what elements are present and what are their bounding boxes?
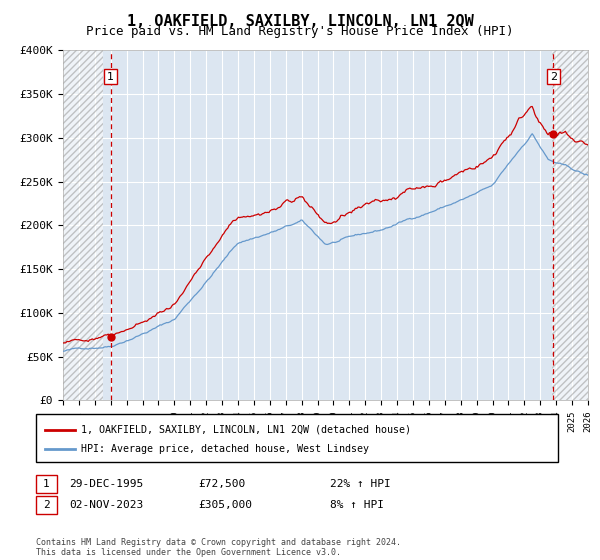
Text: 02-NOV-2023: 02-NOV-2023 xyxy=(69,500,143,510)
Text: HPI: Average price, detached house, West Lindsey: HPI: Average price, detached house, West… xyxy=(81,444,369,454)
Text: £305,000: £305,000 xyxy=(198,500,252,510)
Text: 2: 2 xyxy=(550,72,557,82)
Text: 1: 1 xyxy=(43,479,50,489)
Text: 29-DEC-1995: 29-DEC-1995 xyxy=(69,479,143,489)
Text: 22% ↑ HPI: 22% ↑ HPI xyxy=(330,479,391,489)
Text: 2: 2 xyxy=(43,500,50,510)
Text: 1: 1 xyxy=(107,72,114,82)
Text: 8% ↑ HPI: 8% ↑ HPI xyxy=(330,500,384,510)
Bar xyxy=(552,50,588,400)
Text: 1, OAKFIELD, SAXILBY, LINCOLN, LN1 2QW (detached house): 1, OAKFIELD, SAXILBY, LINCOLN, LN1 2QW (… xyxy=(81,424,411,435)
Bar xyxy=(63,50,103,400)
Text: £72,500: £72,500 xyxy=(198,479,245,489)
Text: 1, OAKFIELD, SAXILBY, LINCOLN, LN1 2QW: 1, OAKFIELD, SAXILBY, LINCOLN, LN1 2QW xyxy=(127,14,473,29)
Text: Price paid vs. HM Land Registry's House Price Index (HPI): Price paid vs. HM Land Registry's House … xyxy=(86,25,514,38)
Text: Contains HM Land Registry data © Crown copyright and database right 2024.
This d: Contains HM Land Registry data © Crown c… xyxy=(36,538,401,557)
